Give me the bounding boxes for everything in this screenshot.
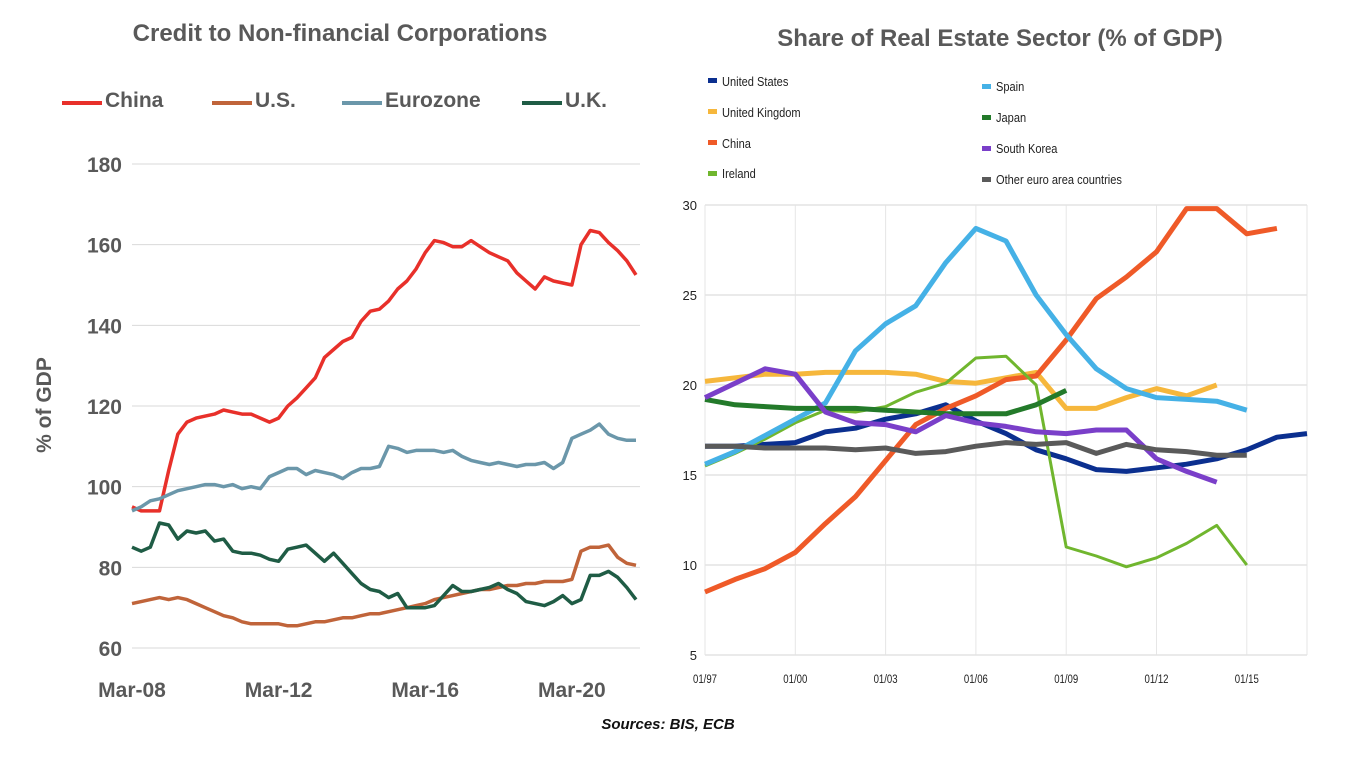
x-tick-label: 01/03 <box>874 673 898 686</box>
legend-label-uk: U.K. <box>565 89 607 112</box>
legend-label-other-euro: Other euro area countries <box>996 172 1122 187</box>
legend-label-us: U.S. <box>255 89 296 112</box>
y-tick-label: 120 <box>87 396 122 419</box>
series-line-eurozone <box>131 422 636 513</box>
y-tick-label: 160 <box>87 235 122 258</box>
x-tick-label: Mar-20 <box>538 679 606 702</box>
series-line-united-states <box>705 402 1308 474</box>
series-line-spain <box>704 225 1248 467</box>
x-tick-label: Mar-12 <box>245 679 313 702</box>
series-line-south-korea <box>703 366 1218 485</box>
legend-swatch-uk <box>522 101 562 105</box>
legend-swatch-eurozone <box>342 101 382 105</box>
x-tick-label: Mar-16 <box>391 679 459 702</box>
legend-label-ireland: Ireland <box>722 166 756 181</box>
sources-note: Sources: BIS, ECB <box>601 716 735 733</box>
y-tick-label: 15 <box>683 468 697 483</box>
x-tick-label: Mar-08 <box>98 679 166 702</box>
legend-label-united-states: United States <box>722 74 789 89</box>
x-tick-label: 01/12 <box>1144 673 1168 686</box>
x-tick-label: 01/09 <box>1054 673 1078 686</box>
y-tick-label: 140 <box>87 315 122 338</box>
legend-label-united-kingdom: United Kingdom <box>722 105 801 120</box>
x-tick-label: 01/15 <box>1235 673 1259 686</box>
legend-swatch-spain <box>982 84 991 89</box>
series-line-ireland <box>704 354 1248 569</box>
legend-swatch-japan <box>982 115 991 120</box>
legend-label-china: China <box>105 89 164 112</box>
legend-swatch-china <box>62 101 102 105</box>
legend-label-spain: Spain <box>996 79 1025 94</box>
legend-swatch-ireland <box>708 171 717 176</box>
series-line-other-euro-area-countries <box>705 440 1247 458</box>
series-line-u-s- <box>131 543 637 628</box>
y-tick-label: 5 <box>690 648 697 663</box>
y-tick-label: 30 <box>683 198 697 213</box>
legend-swatch-united-states <box>708 78 717 83</box>
legend-swatch-united-kingdom <box>708 109 717 114</box>
legend-swatch-china <box>708 140 717 145</box>
y-tick-label: 60 <box>99 638 122 661</box>
legend-swatch-south-korea <box>982 146 991 151</box>
y-tick-label: 80 <box>99 557 122 580</box>
legend-label-eurozone: Eurozone <box>385 89 481 112</box>
y-tick-label: 10 <box>683 558 697 573</box>
legend-swatch-other-euro <box>982 177 991 182</box>
x-tick-label: 01/97 <box>693 673 717 686</box>
y-tick-label: 100 <box>87 477 122 500</box>
series-line-japan <box>704 388 1068 417</box>
legend-label-south-korea: South Korea <box>996 141 1058 156</box>
legend-label-japan: Japan <box>996 110 1027 125</box>
series-line-u-k- <box>131 521 638 610</box>
y-tick-label: 25 <box>683 288 697 303</box>
x-tick-label: 01/00 <box>783 673 807 686</box>
y-tick-label: 180 <box>87 154 122 177</box>
y-tick-label: 20 <box>683 378 697 393</box>
left-chart-title: Credit to Non-financial Corporations <box>132 20 548 47</box>
x-tick-label: 01/06 <box>964 673 988 686</box>
series-line-china <box>131 228 638 513</box>
legend-swatch-us <box>212 101 252 105</box>
legend-label-china-re: China <box>722 136 751 151</box>
series-line-china <box>704 206 1278 595</box>
right-chart-title: Share of Real Estate Sector (% of GDP) <box>777 25 1223 52</box>
